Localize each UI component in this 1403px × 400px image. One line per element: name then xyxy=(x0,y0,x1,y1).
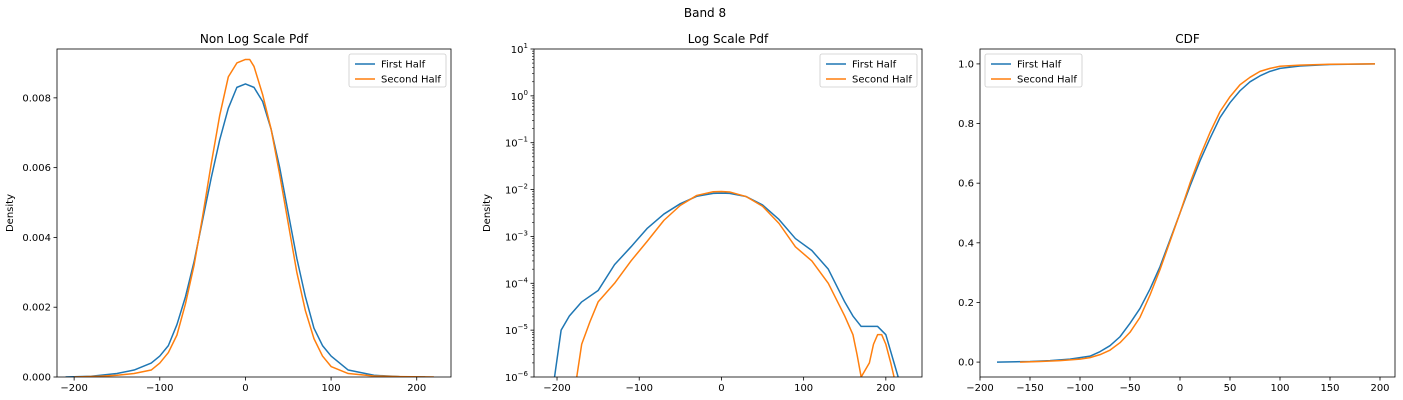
x-tick-label: −100 xyxy=(625,383,652,394)
series-line-second-half xyxy=(74,58,434,377)
y-tick-label: 0.006 xyxy=(22,163,51,174)
y-tick-label: 0.002 xyxy=(22,303,51,314)
y-axis-label: Density xyxy=(482,194,493,232)
axes-frame xyxy=(56,48,452,378)
axes-frame xyxy=(533,48,923,378)
x-tick-label: 150 xyxy=(1320,383,1339,394)
x-tick-label: 0 xyxy=(1177,383,1183,394)
x-tick-label: 200 xyxy=(407,383,426,394)
x-tick-label: −150 xyxy=(1016,383,1043,394)
x-tick-label: 200 xyxy=(876,383,895,394)
chart-cdf: CDF −200 −150 −100 −50 0 50 100 150 200 0.0 0.2 0.4 0… xyxy=(958,32,1396,394)
x-tick-label: −50 xyxy=(1119,383,1140,394)
chart-pdf-log: Log Scale Pdf −200 −100 0 100 200 10−6 10−5 10−4… xyxy=(482,32,923,394)
x-tick-label: 50 xyxy=(1224,383,1237,394)
x-tick-label: −200 xyxy=(543,383,570,394)
y-tick-label: 0.004 xyxy=(22,233,51,244)
x-tick-label: 100 xyxy=(794,383,813,394)
y-tick-label: 0.000 xyxy=(22,373,51,384)
legend: First Half Second Half xyxy=(819,53,918,88)
series-line-second-half xyxy=(576,190,895,377)
legend-label: Second Half xyxy=(852,75,912,86)
y-tick-label: 10−3 xyxy=(505,229,528,243)
chart-title: Log Scale Pdf xyxy=(688,32,769,46)
y-tick-label: 10−5 xyxy=(505,323,528,337)
x-tick-label: 0 xyxy=(718,383,724,394)
legend-label: First Half xyxy=(852,60,897,71)
y-tick-label: 0.008 xyxy=(22,93,51,104)
x-tick-label: 100 xyxy=(1270,383,1289,394)
y-tick-label: 0.2 xyxy=(958,298,974,309)
legend-label: Second Half xyxy=(1017,75,1077,86)
series-line-first-half xyxy=(65,83,426,377)
chart-title: Non Log Scale Pdf xyxy=(200,32,309,46)
axes-frame xyxy=(979,48,1396,378)
legend-label: First Half xyxy=(381,60,426,71)
series-line-second-half xyxy=(1019,63,1376,363)
x-tick-label: 100 xyxy=(322,383,341,394)
legend-label: First Half xyxy=(1017,60,1062,71)
chart-title: CDF xyxy=(1175,32,1200,46)
y-tick-label: 1.0 xyxy=(958,59,974,70)
y-tick-label: 0.0 xyxy=(958,358,974,369)
y-tick-label: 100 xyxy=(511,89,528,103)
x-tick-label: −100 xyxy=(146,383,173,394)
x-tick-label: 200 xyxy=(1370,383,1389,394)
series-line-first-half xyxy=(553,192,899,377)
x-tick-label: −100 xyxy=(1066,383,1093,394)
y-tick-label: 101 xyxy=(511,42,528,56)
legend: First Half Second Half xyxy=(984,53,1083,88)
chart-pdf-linear: Non Log Scale Pdf −200 −100 0 100 200 0.000 0.0… xyxy=(5,32,452,394)
legend-label: Second Half xyxy=(381,75,441,86)
y-tick-label: 10−1 xyxy=(505,136,528,150)
y-tick-label: 0.4 xyxy=(958,238,974,249)
y-tick-label: 0.6 xyxy=(958,179,974,190)
series-line-first-half xyxy=(996,63,1376,363)
y-tick-label: 0.8 xyxy=(958,119,974,130)
x-tick-label: 0 xyxy=(242,383,248,394)
legend: First Half Second Half xyxy=(348,53,447,88)
y-axis-label: Density xyxy=(5,194,16,232)
y-tick-label: 10−2 xyxy=(505,183,528,197)
y-tick-label: 10−4 xyxy=(505,276,529,290)
x-tick-label: −200 xyxy=(60,383,87,394)
y-tick-label: 10−6 xyxy=(505,370,529,384)
figure-suptitle: Band 8 xyxy=(684,6,726,20)
x-tick-label: −200 xyxy=(966,383,993,394)
